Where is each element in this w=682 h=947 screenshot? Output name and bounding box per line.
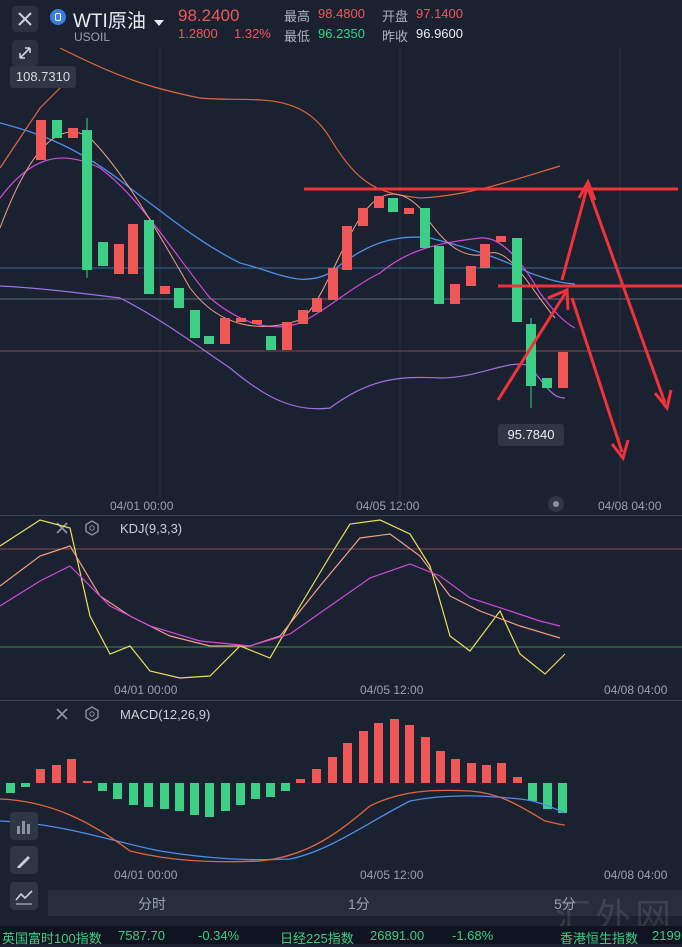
ticker-name[interactable]: 日经225指数 <box>280 931 354 946</box>
ticker-name[interactable]: 英国富时100指数 <box>2 931 102 946</box>
pencil-icon[interactable] <box>10 846 38 874</box>
last-price: 98.2400 <box>178 6 240 25</box>
ticker-value: 2199 <box>652 928 681 943</box>
price-chart[interactable] <box>0 48 682 514</box>
prev-close-value: 96.9600 <box>416 26 463 41</box>
kdj-x-tick: 04/08 04:00 <box>604 683 668 697</box>
ticker-name[interactable]: 香港恒生指数 <box>560 931 639 946</box>
ticker-change: -0.34% <box>198 928 240 943</box>
candles <box>36 118 568 408</box>
ticker-value: 7587.70 <box>118 928 165 943</box>
price-change: 1.2800 <box>178 26 218 41</box>
kdj-x-tick: 04/05 12:00 <box>360 683 424 697</box>
macd-x-tick: 04/05 12:00 <box>360 868 424 882</box>
open-label: 开盘 <box>382 9 409 24</box>
low-value: 96.2350 <box>318 26 365 41</box>
close-button[interactable] <box>12 6 38 32</box>
timeframe-bar <box>48 890 682 916</box>
price-change-pct: 1.32% <box>234 26 271 41</box>
kdj-label: KDJ(9,3,3) <box>120 521 183 536</box>
high-label: 最高 <box>284 9 311 24</box>
ticker-value: 26891.00 <box>370 928 425 943</box>
kdj-chart <box>0 519 682 679</box>
high-marker: 108.7310 <box>10 66 76 88</box>
prev-close-label: 昨收 <box>382 29 409 44</box>
tab-1min[interactable]: 1分 <box>348 896 370 912</box>
instrument-icon <box>50 9 66 25</box>
open-value: 97.1400 <box>416 6 463 21</box>
market-ticker <box>0 926 682 944</box>
macd-settings-icon[interactable] <box>84 706 100 727</box>
low-label: 最低 <box>284 29 311 44</box>
x-tick: 04/08 04:00 <box>598 499 662 513</box>
macd-close-icon[interactable] <box>54 706 70 727</box>
macd-x-tick: 04/01 00:00 <box>114 868 178 882</box>
kdj-settings-icon[interactable] <box>84 520 100 541</box>
instrument-title[interactable]: WTI原油 <box>73 11 146 32</box>
kdj-x-tick: 04/01 00:00 <box>114 683 178 697</box>
collapse-button[interactable] <box>12 40 38 66</box>
macd-x-tick: 04/08 04:00 <box>604 868 668 882</box>
macd-chart <box>0 719 567 863</box>
chevron-down-icon[interactable] <box>154 14 164 32</box>
ticker-change: -1.68% <box>452 928 494 943</box>
instrument-symbol: USOIL <box>74 30 111 44</box>
x-tick: 04/01 00:00 <box>110 499 174 513</box>
tab-5min[interactable]: 5分 <box>554 896 576 912</box>
high-value: 98.4800 <box>318 6 365 21</box>
x-tick: 04/05 12:00 <box>356 499 420 513</box>
annotation-drawing <box>304 178 682 462</box>
indicator-tool-button[interactable] <box>10 812 38 840</box>
chart-type-button[interactable] <box>10 882 38 910</box>
macd-label: MACD(12,26,9) <box>120 707 211 722</box>
tab-timeshare[interactable]: 分时 <box>138 896 166 912</box>
low-marker: 95.7840 <box>498 424 564 446</box>
